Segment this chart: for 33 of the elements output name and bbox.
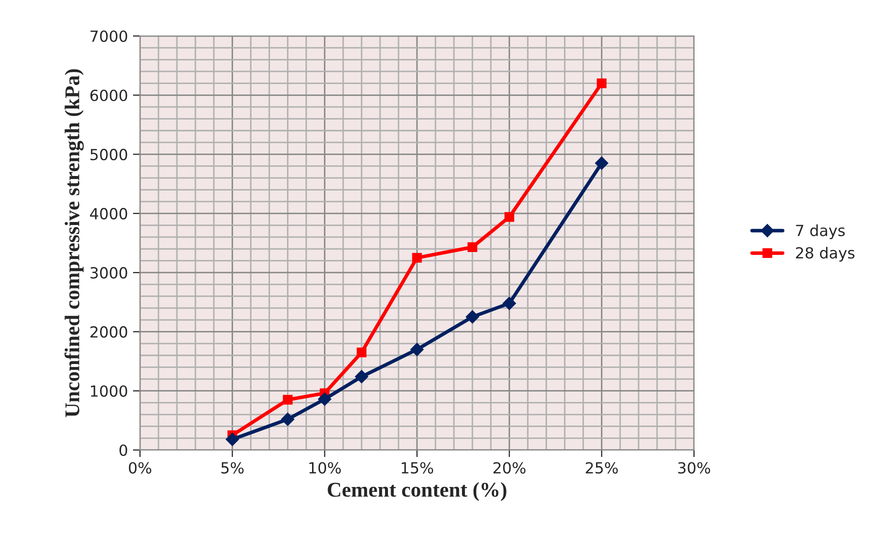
- point: [596, 78, 607, 88]
- point: [412, 252, 422, 263]
- y-tick-label: 6000: [90, 90, 128, 102]
- x-tick-label: 25%: [586, 462, 618, 474]
- x-tick-label: 15%: [402, 462, 434, 474]
- y-tick-label: 7000: [90, 30, 128, 42]
- x-tick-label: 30%: [678, 462, 710, 474]
- x-tick-label: 0%: [128, 462, 152, 474]
- x-axis-title: Cement content (%): [328, 482, 506, 502]
- point: [410, 342, 424, 356]
- y-tick-label: 2000: [90, 326, 128, 338]
- y-tick-label: 3000: [90, 267, 128, 279]
- point: [318, 392, 332, 406]
- point: [466, 310, 480, 324]
- point: [225, 432, 240, 446]
- x-tick-label: 5%: [221, 462, 244, 474]
- y-tick-label: 0: [119, 444, 128, 456]
- legend-label: 7 days: [796, 224, 845, 240]
- y-tick-label: 4000: [90, 208, 128, 220]
- point: [356, 348, 366, 358]
- y-tick-label: 5000: [90, 148, 128, 160]
- point: [468, 242, 478, 252]
- point: [504, 212, 514, 222]
- point: [282, 394, 293, 405]
- point: [280, 412, 295, 426]
- y-tick-label: 1000: [90, 385, 128, 397]
- point: [354, 370, 368, 384]
- point: [594, 156, 609, 170]
- x-tick-label: 20%: [493, 462, 526, 474]
- point: [502, 296, 516, 310]
- y-axis-title: Unconfined compressive strength (kPa): [64, 69, 84, 418]
- legend-label: 28 days: [796, 246, 854, 262]
- x-tick-label: 10%: [309, 462, 341, 474]
